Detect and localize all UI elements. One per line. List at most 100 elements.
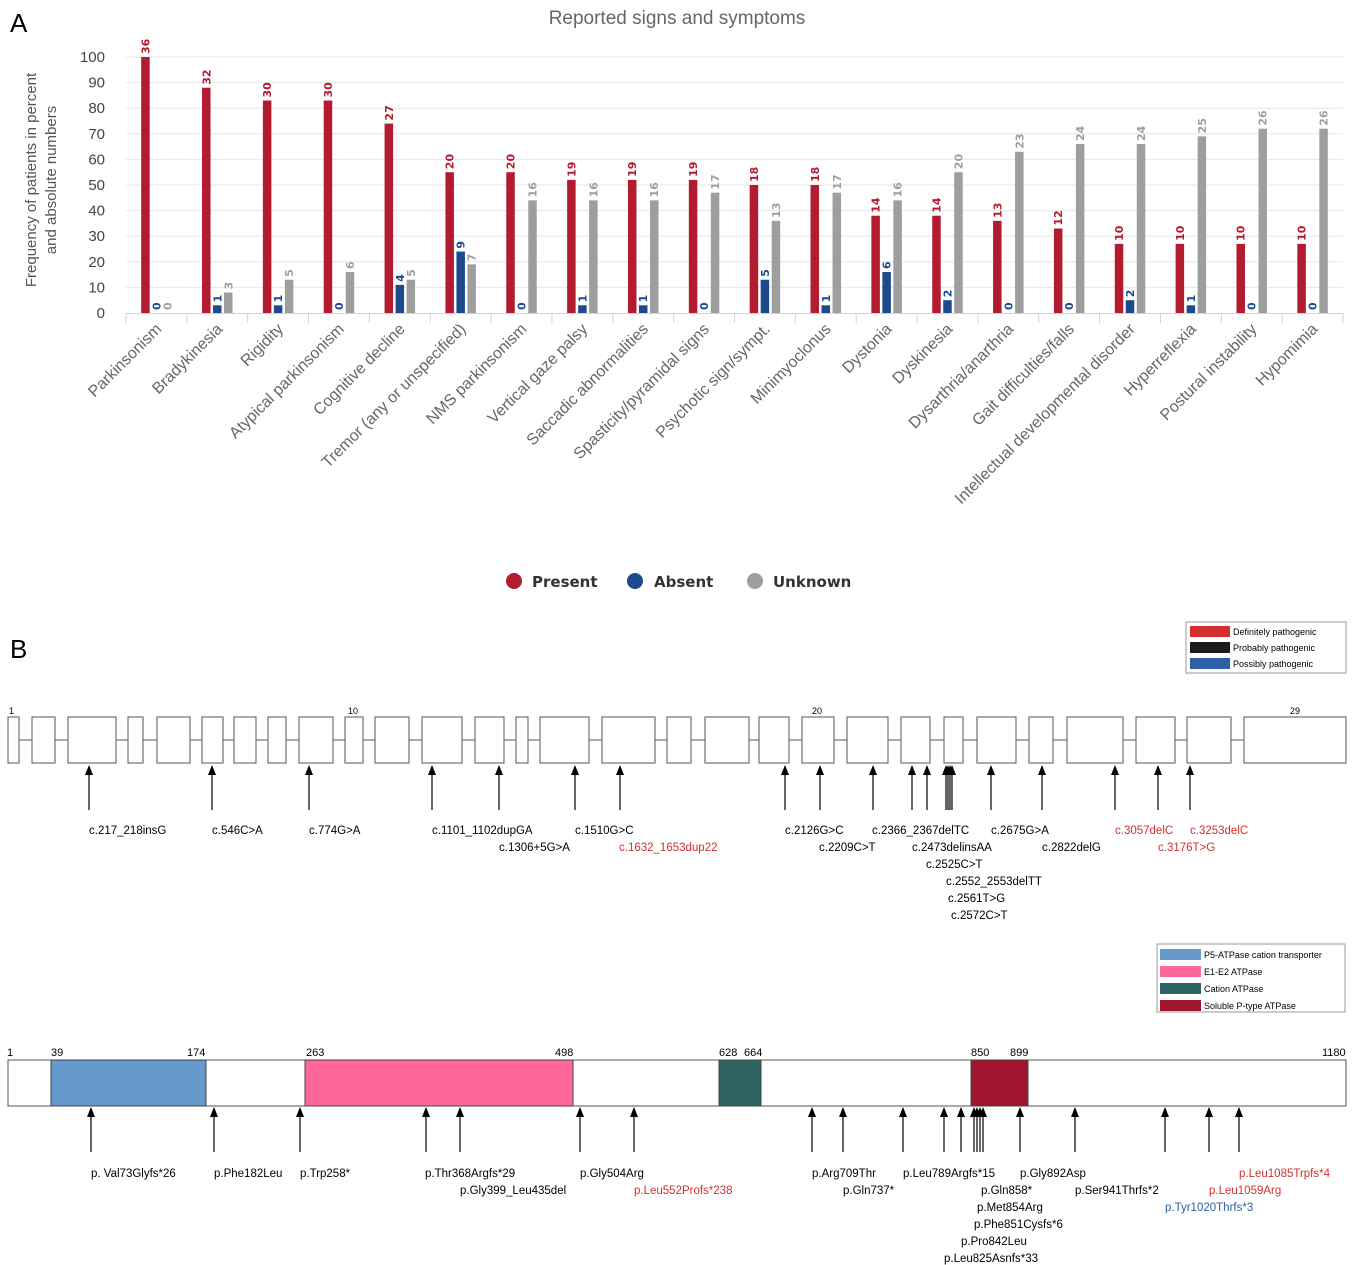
protein-variant-label: p.Thr368Argfs*29 xyxy=(425,1168,515,1180)
data-label-absent: 0 xyxy=(1246,302,1259,310)
chart-gridlines xyxy=(126,56,1343,288)
bar-present xyxy=(993,220,1002,313)
exon-box xyxy=(758,716,790,764)
cdna-variant-label: c.217_218insG xyxy=(89,825,166,837)
protein-arrow-head xyxy=(940,1107,948,1117)
y-tick-label: 100 xyxy=(80,49,105,66)
protein-position-label: 263 xyxy=(306,1047,324,1059)
domain-p5-atpase xyxy=(50,1059,207,1107)
protein-position-label: 39 xyxy=(51,1047,63,1059)
data-label-absent: 0 xyxy=(1307,302,1320,310)
bar-present xyxy=(627,179,637,313)
bar-absent xyxy=(943,300,952,313)
cdna-variant-label: c.1510G>C xyxy=(575,825,634,837)
data-label-unknown: 0 xyxy=(161,302,174,310)
data-label-present: 20 xyxy=(505,154,518,170)
protein-arrow-head xyxy=(576,1107,584,1117)
exon-box xyxy=(1066,716,1124,764)
y-tick-label: 40 xyxy=(88,203,105,220)
bar-absent xyxy=(1186,305,1196,313)
data-label-present: 30 xyxy=(261,82,274,98)
x-tick-label: Dyskinesia xyxy=(890,321,957,388)
bar-present xyxy=(202,87,211,313)
cdna-variant-label: c.2822delG xyxy=(1042,842,1101,854)
cdna-arrow-head xyxy=(923,765,931,775)
data-label-absent: 1 xyxy=(272,295,285,303)
bar-unknown xyxy=(1319,128,1328,313)
protein-arrow-head xyxy=(210,1107,218,1117)
exon-box xyxy=(374,716,410,764)
protein-arrow-head xyxy=(979,1107,987,1117)
y-axis-label-line-2: and absolute numbers xyxy=(43,106,60,254)
bar-present xyxy=(932,215,941,313)
bar-unknown xyxy=(528,200,537,313)
protein-variant-label: p.Leu789Argfs*15 xyxy=(903,1168,995,1180)
x-tick-label: NMS parkinsonism xyxy=(423,321,530,428)
legend-absent-label: Absent xyxy=(654,573,713,591)
data-label-absent: 0 xyxy=(150,302,163,310)
legend-unknown-marker xyxy=(747,573,763,589)
data-label-absent: 1 xyxy=(211,295,224,303)
protein-variant-label: p.Met854Arg xyxy=(977,1202,1043,1214)
bar-unknown xyxy=(1197,136,1207,313)
bar-present xyxy=(871,215,880,313)
bar-absent xyxy=(456,251,465,313)
bar-unknown xyxy=(345,272,355,313)
y-tick-labels: 0 10 20 30 40 50 60 70 80 90 100 xyxy=(80,49,105,322)
exon-box xyxy=(298,716,334,764)
data-label-unknown: 3 xyxy=(222,282,235,290)
exon-box xyxy=(666,716,692,764)
bar-unknown xyxy=(1015,151,1024,313)
data-label-present: 10 xyxy=(1235,225,1248,241)
exon-box xyxy=(233,716,257,764)
x-tick-label: Gait difficulties/falls xyxy=(969,321,1078,430)
data-label-present: 19 xyxy=(687,162,700,177)
protein-variant-label: p.Trp258* xyxy=(300,1168,351,1180)
cdna-variant-label: c.2561T>G xyxy=(948,893,1005,905)
cdna-variant-arrows xyxy=(85,765,1194,810)
bar-present xyxy=(506,172,515,313)
protein-arrow-head xyxy=(1016,1107,1024,1117)
data-label-present: 32 xyxy=(200,69,213,84)
exon-box xyxy=(7,716,20,764)
protein-variant-label: p.Gly504Arg xyxy=(580,1168,644,1180)
protein-position-label: 174 xyxy=(187,1047,205,1059)
protein-position-label: 628 xyxy=(719,1047,737,1059)
exon-box xyxy=(601,716,656,764)
cdna-variant-label: c.774G>A xyxy=(309,825,361,837)
protein-variant-label: p. Val73Glyfs*26 xyxy=(91,1168,176,1180)
protein-variant-label: p.Leu1085Trpfs*4 xyxy=(1239,1168,1331,1180)
data-label-unknown: 16 xyxy=(587,182,600,198)
cdna-arrow-head xyxy=(781,765,789,775)
protein-position-label: 850 xyxy=(971,1047,989,1059)
cdna-variant-label: c.546C>A xyxy=(212,825,263,837)
data-label-absent: 0 xyxy=(333,302,346,310)
bar-absent xyxy=(578,305,587,313)
bar-present xyxy=(1175,243,1185,313)
data-label-unknown: 7 xyxy=(466,254,479,262)
chart-data-labels: 3600321330153006274520972001619116191161… xyxy=(139,38,1330,310)
legend-definitely-label: Definitely pathogenic xyxy=(1233,627,1317,637)
data-label-absent: 0 xyxy=(698,302,711,310)
data-label-unknown: 17 xyxy=(831,174,844,189)
protein-variant-label: p.Gln737* xyxy=(843,1185,895,1197)
bar-present xyxy=(749,185,759,313)
bar-unknown xyxy=(954,172,963,313)
legend-p5-atpase-label: P5-ATPase cation transporter xyxy=(1204,950,1322,960)
bar-absent xyxy=(638,305,648,313)
data-label-unknown: 6 xyxy=(344,261,357,269)
exon-box xyxy=(1243,716,1347,764)
protein-variant-labels: p. Val73Glyfs*26 p.Phe182Leu p.Trp258* p… xyxy=(91,1168,1331,1265)
cdna-variant-label: c.2126G>C xyxy=(785,825,844,837)
exon-number-29: 29 xyxy=(1290,706,1300,716)
bar-absent xyxy=(1125,300,1135,313)
bar-absent xyxy=(760,279,770,313)
bar-unknown xyxy=(1258,128,1267,313)
protein-variant-label: p.Leu1059Arg xyxy=(1209,1185,1281,1197)
cdna-arrow-head xyxy=(495,765,503,775)
protein-arrow-head xyxy=(1235,1107,1243,1117)
data-label-unknown: 16 xyxy=(648,182,661,198)
x-tick-label: Dystonia xyxy=(839,321,895,377)
bar-unknown xyxy=(467,264,476,313)
bar-unknown xyxy=(710,192,720,313)
